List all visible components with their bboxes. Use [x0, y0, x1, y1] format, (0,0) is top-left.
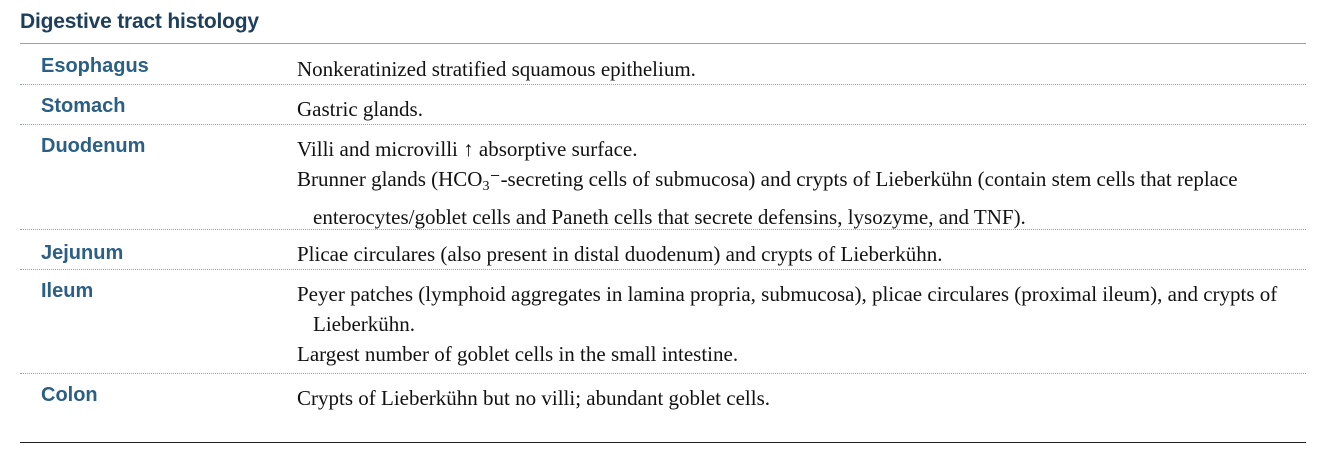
description-colon: Crypts of Lieberkühn but no villi; abund… — [297, 383, 1297, 413]
term-stomach: Stomach — [41, 95, 126, 117]
description-paragraph: Nonkeratinized stratified squamous epith… — [297, 57, 696, 81]
description-ileum: Peyer patches (lymphoid aggregates in la… — [297, 279, 1297, 369]
table-row-jejunum: Jejunum Plicae circulares (also present … — [20, 230, 1306, 270]
table-row-colon: Colon Crypts of Lieberkühn but no villi;… — [20, 374, 1306, 424]
description-paragraph: Largest number of goblet cells in the sm… — [297, 342, 739, 366]
description-paragraph: Villi and microvilli ↑ absorptive surfac… — [297, 137, 638, 161]
table-bottom-rule — [20, 442, 1306, 443]
description-paragraph: Crypts of Lieberkühn but no villi; abund… — [297, 386, 771, 410]
description-paragraph: Peyer patches (lymphoid aggregates in la… — [297, 282, 1278, 336]
text-fragment: Brunner glands (HCO — [297, 167, 483, 191]
table-row-duodenum: Duodenum Villi and microvilli ↑ absorpti… — [20, 125, 1306, 230]
histology-table-page: Digestive tract histology Esophagus Nonk… — [20, 0, 1306, 468]
table-row-ileum: Ileum Peyer patches (lymphoid aggregates… — [20, 270, 1306, 374]
description-jejunum: Plicae circulares (also present in dista… — [297, 239, 1297, 269]
histology-table: Esophagus Nonkeratinized stratified squa… — [20, 45, 1306, 424]
table-row-stomach: Stomach Gastric glands. — [20, 85, 1306, 125]
title-divider — [20, 43, 1306, 44]
subscript-text: 3 — [482, 179, 490, 194]
description-paragraph: Gastric glands. — [297, 97, 423, 121]
table-title: Digestive tract histology — [20, 10, 259, 33]
table-row-esophagus: Esophagus Nonkeratinized stratified squa… — [20, 45, 1306, 85]
text-fragment: ⁻-secreting cells of submucosa) and cryp… — [313, 167, 1238, 229]
description-duodenum: Villi and microvilli ↑ absorptive surfac… — [297, 134, 1297, 232]
term-ileum: Ileum — [41, 280, 94, 302]
term-jejunum: Jejunum — [41, 242, 124, 264]
term-esophagus: Esophagus — [41, 55, 149, 77]
term-duodenum: Duodenum — [41, 135, 146, 157]
term-colon: Colon — [41, 384, 98, 406]
description-esophagus: Nonkeratinized stratified squamous epith… — [297, 54, 1297, 84]
description-stomach: Gastric glands. — [297, 94, 1297, 124]
description-paragraph-brunner: Brunner glands (HCO3⁻-secreting cells of… — [297, 164, 1297, 232]
description-paragraph: Plicae circulares (also present in dista… — [297, 242, 943, 266]
